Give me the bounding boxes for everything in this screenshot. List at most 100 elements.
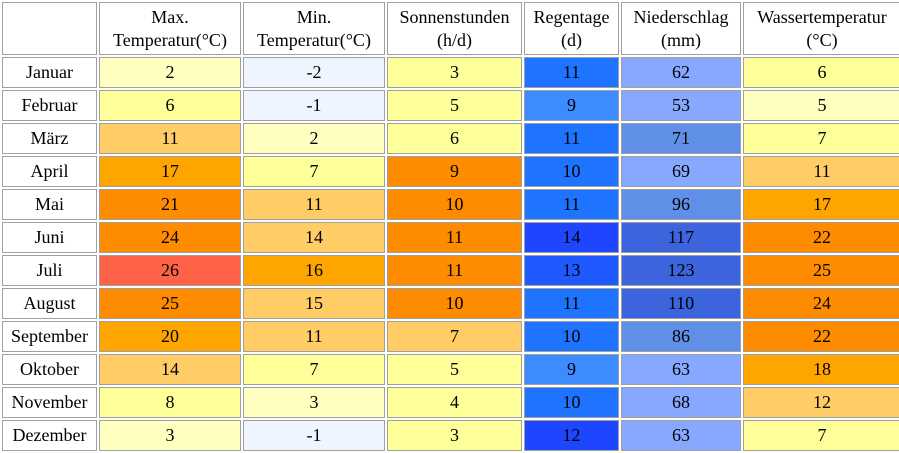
- cell-min-temp: 11: [243, 321, 385, 352]
- cell-min-temp: 15: [243, 288, 385, 319]
- cell-sunshine: 3: [387, 57, 522, 88]
- cell-sunshine: 5: [387, 354, 522, 385]
- cell-max-temp: 25: [99, 288, 241, 319]
- cell-min-temp: -1: [243, 90, 385, 121]
- cell-precipitation: 96: [621, 189, 741, 220]
- column-header-sunshine: Sonnenstunden (h/d): [387, 2, 522, 55]
- cell-rain-days: 13: [524, 255, 619, 286]
- column-header-min-temp: Min. Temperatur(°C): [243, 2, 385, 55]
- cell-precipitation: 68: [621, 387, 741, 418]
- cell-water-temp: 5: [743, 90, 899, 121]
- column-header-rain-days: Regentage (d): [524, 2, 619, 55]
- cell-min-temp: 7: [243, 354, 385, 385]
- cell-precipitation: 53: [621, 90, 741, 121]
- table-row: Oktober 14 7 5 9 63 18: [2, 354, 899, 385]
- cell-precipitation: 123: [621, 255, 741, 286]
- cell-rain-days: 11: [524, 288, 619, 319]
- month-label: August: [2, 288, 97, 319]
- month-label: März: [2, 123, 97, 154]
- column-header-water-temp: Wassertemperatur (°C): [743, 2, 899, 55]
- table-row: April 17 7 9 10 69 11: [2, 156, 899, 187]
- cell-min-temp: -1: [243, 420, 385, 451]
- table-row: November 8 3 4 10 68 12: [2, 387, 899, 418]
- cell-min-temp: 2: [243, 123, 385, 154]
- cell-water-temp: 6: [743, 57, 899, 88]
- cell-water-temp: 17: [743, 189, 899, 220]
- table-row: Juli 26 16 11 13 123 25: [2, 255, 899, 286]
- month-label: Januar: [2, 57, 97, 88]
- cell-rain-days: 11: [524, 123, 619, 154]
- table-row: Februar 6 -1 5 9 53 5: [2, 90, 899, 121]
- month-label: November: [2, 387, 97, 418]
- cell-min-temp: 3: [243, 387, 385, 418]
- cell-sunshine: 11: [387, 222, 522, 253]
- cell-water-temp: 11: [743, 156, 899, 187]
- cell-sunshine: 3: [387, 420, 522, 451]
- cell-sunshine: 7: [387, 321, 522, 352]
- cell-max-temp: 6: [99, 90, 241, 121]
- cell-max-temp: 17: [99, 156, 241, 187]
- cell-sunshine: 10: [387, 189, 522, 220]
- cell-min-temp: 16: [243, 255, 385, 286]
- cell-water-temp: 7: [743, 123, 899, 154]
- cell-precipitation: 86: [621, 321, 741, 352]
- month-label: September: [2, 321, 97, 352]
- cell-precipitation: 62: [621, 57, 741, 88]
- table-row: März 11 2 6 11 71 7: [2, 123, 899, 154]
- corner-cell: [2, 2, 97, 55]
- header-row: Max. Temperatur(°C) Min. Temperatur(°C) So…: [2, 2, 899, 55]
- cell-precipitation: 110: [621, 288, 741, 319]
- cell-rain-days: 10: [524, 387, 619, 418]
- cell-rain-days: 14: [524, 222, 619, 253]
- month-label: Oktober: [2, 354, 97, 385]
- cell-water-temp: 7: [743, 420, 899, 451]
- cell-precipitation: 63: [621, 354, 741, 385]
- cell-sunshine: 9: [387, 156, 522, 187]
- cell-rain-days: 9: [524, 354, 619, 385]
- cell-rain-days: 11: [524, 57, 619, 88]
- cell-max-temp: 2: [99, 57, 241, 88]
- cell-sunshine: 4: [387, 387, 522, 418]
- table-row: Dezember 3 -1 3 12 63 7: [2, 420, 899, 451]
- cell-sunshine: 5: [387, 90, 522, 121]
- cell-rain-days: 9: [524, 90, 619, 121]
- cell-sunshine: 6: [387, 123, 522, 154]
- table-row: Mai 21 11 10 11 96 17: [2, 189, 899, 220]
- cell-precipitation: 117: [621, 222, 741, 253]
- month-label: April: [2, 156, 97, 187]
- cell-water-temp: 22: [743, 222, 899, 253]
- cell-precipitation: 63: [621, 420, 741, 451]
- cell-min-temp: 11: [243, 189, 385, 220]
- column-header-precipitation: Niederschlag (mm): [621, 2, 741, 55]
- table-row: September 20 11 7 10 86 22: [2, 321, 899, 352]
- cell-max-temp: 14: [99, 354, 241, 385]
- cell-max-temp: 11: [99, 123, 241, 154]
- cell-max-temp: 24: [99, 222, 241, 253]
- cell-water-temp: 25: [743, 255, 899, 286]
- cell-rain-days: 10: [524, 321, 619, 352]
- cell-water-temp: 22: [743, 321, 899, 352]
- cell-precipitation: 71: [621, 123, 741, 154]
- month-label: Dezember: [2, 420, 97, 451]
- table-row: Januar 2 -2 3 11 62 6: [2, 57, 899, 88]
- month-label: Juli: [2, 255, 97, 286]
- cell-min-temp: 14: [243, 222, 385, 253]
- cell-max-temp: 8: [99, 387, 241, 418]
- cell-max-temp: 20: [99, 321, 241, 352]
- table-row: August 25 15 10 11 110 24: [2, 288, 899, 319]
- cell-sunshine: 10: [387, 288, 522, 319]
- cell-min-temp: 7: [243, 156, 385, 187]
- cell-precipitation: 69: [621, 156, 741, 187]
- column-header-max-temp: Max. Temperatur(°C): [99, 2, 241, 55]
- cell-water-temp: 18: [743, 354, 899, 385]
- cell-max-temp: 21: [99, 189, 241, 220]
- month-label: Mai: [2, 189, 97, 220]
- table-row: Juni 24 14 11 14 117 22: [2, 222, 899, 253]
- cell-water-temp: 12: [743, 387, 899, 418]
- cell-sunshine: 11: [387, 255, 522, 286]
- cell-max-temp: 26: [99, 255, 241, 286]
- month-label: Februar: [2, 90, 97, 121]
- cell-rain-days: 10: [524, 156, 619, 187]
- cell-water-temp: 24: [743, 288, 899, 319]
- month-label: Juni: [2, 222, 97, 253]
